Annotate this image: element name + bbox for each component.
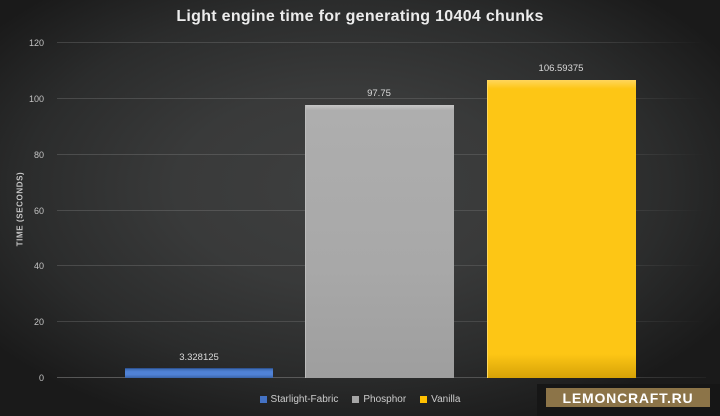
gridline-120 (57, 42, 706, 43)
y-tick-80: 80 (33, 149, 44, 160)
chart-title: Light engine time for generating 10404 c… (176, 8, 544, 25)
legend-swatch-starlight-fabric (259, 395, 267, 403)
y-tick-0: 0 (38, 373, 44, 383)
plot-area: 3.328125 97.75 106.59375 (57, 42, 706, 378)
watermark-badge: LEMONCRAFT.RU (546, 388, 710, 407)
y-tick-60: 60 (33, 205, 44, 216)
legend-swatch-phosphor (352, 395, 360, 403)
watermark-backdrop: LEMONCRAFT.RU (537, 384, 720, 416)
legend: Starlight-Fabric Phosphor Vanilla (0, 392, 720, 406)
y-tick-40: 40 (33, 261, 44, 272)
y-tick-120: 120 (28, 38, 44, 48)
y-tick-100: 100 (28, 93, 44, 104)
legend-label-phosphor: Phosphor (363, 393, 407, 405)
bar-phosphor (305, 105, 454, 378)
legend-swatch-vanilla (420, 395, 428, 403)
legend-item-vanilla: Vanilla (420, 394, 460, 405)
gridline-100 (57, 97, 706, 99)
legend-item-phosphor: Phosphor (352, 394, 406, 405)
bar-value-label-starlight-fabric: 3.328125 (179, 351, 219, 363)
bar-vanilla (487, 80, 636, 378)
legend-label-starlight-fabric: Starlight-Fabric (270, 393, 339, 405)
legend-item-starlight-fabric: Starlight-Fabric (259, 393, 339, 405)
bar-starlight-fabric (125, 367, 273, 378)
legend-label-vanilla: Vanilla (431, 393, 461, 405)
y-tick-20: 20 (33, 317, 44, 328)
bar-value-label-vanilla: 106.59375 (538, 63, 584, 75)
bar-value-label-phosphor: 97.75 (367, 88, 391, 100)
